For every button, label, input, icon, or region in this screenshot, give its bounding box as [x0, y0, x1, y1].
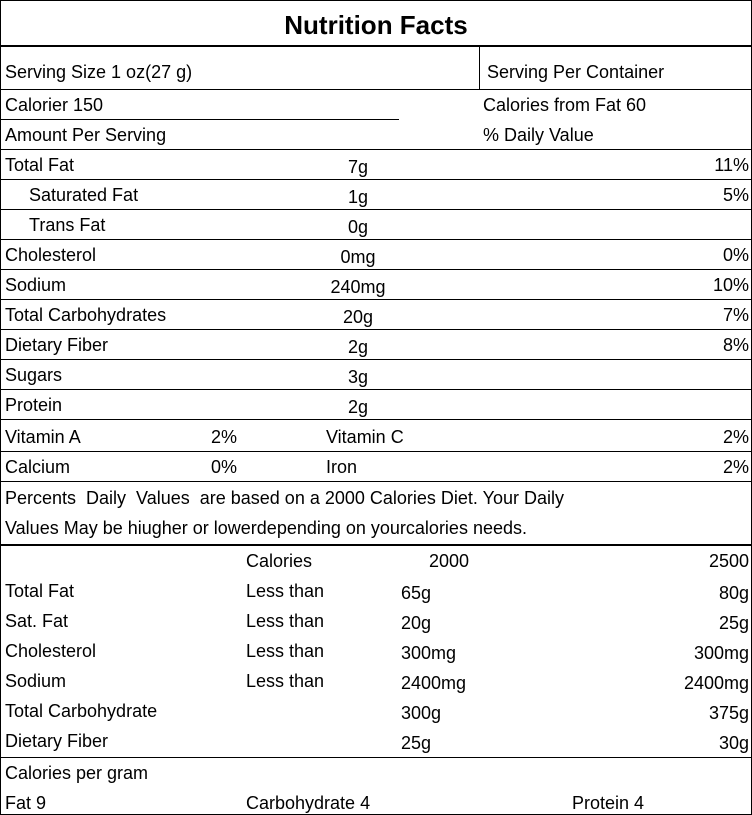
nutrient-name: Protein	[5, 395, 63, 415]
calories: Calorier 150	[5, 95, 104, 115]
calories-per-gram-item: Fat 9	[5, 793, 47, 813]
serving-size: Serving Size 1 oz(27 g)	[5, 62, 193, 82]
rule	[1, 329, 751, 330]
daily-header: Calories	[246, 551, 313, 571]
rule	[1, 451, 751, 452]
rule	[1, 359, 751, 360]
rule	[1, 419, 751, 420]
rule	[1, 119, 399, 120]
nutrient-dv: 0%	[722, 245, 749, 265]
rule	[1, 239, 751, 240]
rule	[1, 179, 751, 180]
daily-2000: 65g	[401, 583, 432, 603]
nutrient-name: Trans Fat	[29, 215, 106, 235]
daily-name: Cholesterol	[5, 641, 97, 661]
daily-2000: 300mg	[401, 643, 457, 663]
daily-2500: 2400mg	[683, 673, 749, 693]
calories-per-gram-item: Protein 4	[572, 793, 645, 813]
nutrient-amount: 7g	[347, 157, 369, 177]
nutrient-dv: 10%	[712, 275, 749, 295]
nutrient-name: Dietary Fiber	[5, 335, 109, 355]
vitamin-name: Calcium	[5, 457, 71, 477]
nutrient-name: Saturated Fat	[29, 185, 139, 205]
daily-header: 2500	[708, 551, 749, 571]
daily-name: Sodium	[5, 671, 67, 691]
nutrient-amount: 2g	[347, 337, 369, 357]
footnote: Values May be hiugher or lowerdepending …	[5, 518, 527, 538]
daily-limit: Less than	[246, 611, 325, 631]
daily-value-header: % Daily Value	[483, 125, 594, 145]
nutrient-name: Sugars	[5, 365, 63, 385]
footnote: Percents Daily Values are based on a 200…	[5, 488, 564, 508]
daily-2000: 2400mg	[401, 673, 467, 693]
nutrient-amount: 240mg	[330, 277, 386, 297]
vitamin-dv: 2%	[722, 457, 749, 477]
divider	[479, 45, 480, 89]
daily-limit: Less than	[246, 581, 325, 601]
nutrient-dv: 5%	[722, 185, 749, 205]
nutrient-amount: 0mg	[340, 247, 376, 267]
daily-2500: 80g	[718, 583, 749, 603]
calories-per-gram: Calories per gram	[5, 763, 149, 783]
daily-limit: Less than	[246, 671, 325, 691]
vitamin-name: Vitamin C	[326, 427, 404, 447]
nutrient-amount: 3g	[347, 367, 369, 387]
daily-limit: Less than	[246, 641, 325, 661]
rule	[1, 544, 751, 546]
rule	[1, 89, 751, 90]
vitamin-name: Iron	[326, 457, 358, 477]
rule	[1, 389, 751, 390]
vitamin-dv: 2%	[211, 427, 238, 447]
serving-per-container: Serving Per Container	[487, 62, 665, 82]
rule	[1, 299, 751, 300]
rule	[1, 209, 751, 210]
rule	[1, 45, 751, 47]
nutrient-name: Total Carbohydrates	[5, 305, 167, 325]
nutrient-dv: 8%	[722, 335, 749, 355]
rule	[1, 757, 751, 758]
daily-2000: 25g	[401, 733, 432, 753]
daily-2500: 25g	[718, 613, 749, 633]
daily-name: Dietary Fiber	[5, 731, 109, 751]
daily-2500: 375g	[708, 703, 749, 723]
rule	[1, 149, 751, 150]
daily-name: Sat. Fat	[5, 611, 69, 631]
nutrient-name: Sodium	[5, 275, 67, 295]
nutrient-name: Total Fat	[5, 155, 75, 175]
daily-2500: 30g	[718, 733, 749, 753]
nutrient-amount: 0g	[347, 217, 369, 237]
calories-per-gram-item: Carbohydrate 4	[246, 793, 371, 813]
nutrient-dv: 7%	[722, 305, 749, 325]
daily-2500: 300mg	[693, 643, 749, 663]
daily-name: Total Carbohydrate	[5, 701, 158, 721]
vitamin-dv: 2%	[722, 427, 749, 447]
vitamin-name: Vitamin A	[5, 427, 81, 447]
nutrient-amount: 20g	[342, 307, 374, 327]
daily-2000: 300g	[401, 703, 442, 723]
title: Nutrition Facts	[284, 10, 468, 40]
nutrient-amount: 1g	[347, 187, 369, 207]
rule	[1, 269, 751, 270]
rule	[1, 481, 751, 482]
daily-header: 2000	[429, 551, 470, 571]
nutrient-amount: 2g	[347, 397, 369, 417]
daily-2000: 20g	[401, 613, 432, 633]
daily-name: Total Fat	[5, 581, 75, 601]
nutrient-name: Cholesterol	[5, 245, 97, 265]
calories-from-fat: Calories from Fat 60	[483, 95, 647, 115]
nutrient-dv: 11%	[714, 155, 749, 175]
vitamin-dv: 0%	[211, 457, 238, 477]
amount-header: Amount Per Serving	[5, 125, 167, 145]
